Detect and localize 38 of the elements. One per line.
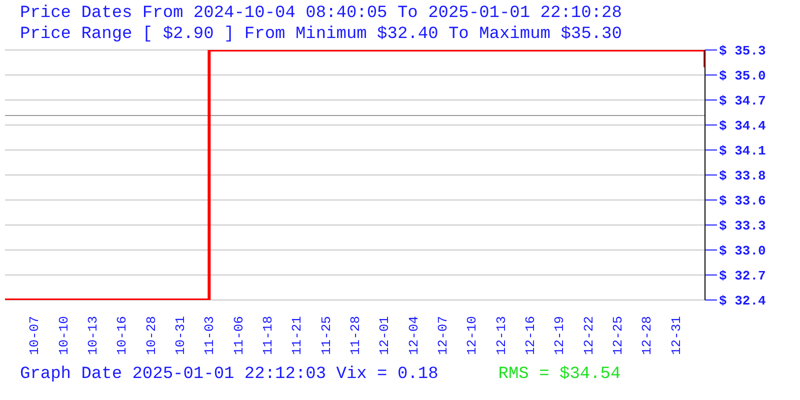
chart-title: Price Dates From 2024-10-04 08:40:05 To 2025-01-01 22:10:28: [20, 4, 622, 23]
y-tick-label: $ 33.0: [719, 244, 766, 259]
x-tick-label: 11-28: [348, 316, 363, 356]
x-tick-label: 10-16: [114, 316, 130, 356]
x-tick-label: 10-07: [27, 316, 42, 356]
text: Graph Date 2025-01-01 22:12:03 Vix = 0.18: [20, 365, 438, 384]
x-tick-label: 12-31: [668, 316, 684, 356]
x-tick-label: 12-07: [436, 316, 450, 356]
x-tick-label: 11-18: [260, 316, 276, 356]
x-tick-label: 12-13: [494, 316, 509, 356]
x-tick-label: 10-28: [144, 316, 159, 356]
x-tick-label: 10-10: [56, 316, 72, 356]
x-tick-label: 11-25: [318, 316, 334, 356]
x-tick-label: 11-06: [231, 316, 246, 356]
x-tick-label: 10-13: [86, 316, 100, 356]
x-tick-label: 12-19: [552, 316, 568, 356]
x-tick-label: 12-01: [377, 316, 392, 356]
x-tick-label: 10-31: [173, 316, 188, 356]
y-tick-label: $ 34.7: [719, 94, 766, 109]
x-tick-label: 11-03: [202, 316, 218, 356]
y-tick-label: $ 35.0: [719, 68, 766, 84]
x-tick-label: 12-22: [581, 316, 596, 356]
x-tick-label: 12-28: [640, 316, 655, 356]
y-tick-label: $ 32.4: [719, 294, 766, 309]
y-tick-label: $ 33.3: [719, 218, 766, 234]
text: RMS = $34.54: [498, 365, 621, 384]
x-tick-label: 12-25: [610, 316, 626, 356]
y-tick-label: $ 34.4: [719, 118, 766, 134]
y-tick-label: $ 33.8: [719, 168, 766, 184]
y-tick-label: $ 33.6: [719, 194, 766, 209]
y-tick-label: $ 34.1: [719, 144, 766, 159]
x-tick-label: 12-04: [406, 316, 422, 356]
chart-subtitle: Price Range [ $2.90 ] From Minimum $32.40 To Maximum $35.30: [20, 25, 622, 44]
x-tick-label: 12-16: [523, 316, 538, 356]
y-tick-label: $ 35.3: [719, 44, 766, 59]
x-tick-label: 12-10: [464, 316, 480, 356]
y-tick-label: $ 32.7: [719, 268, 766, 284]
x-tick-label: 11-21: [290, 316, 305, 356]
